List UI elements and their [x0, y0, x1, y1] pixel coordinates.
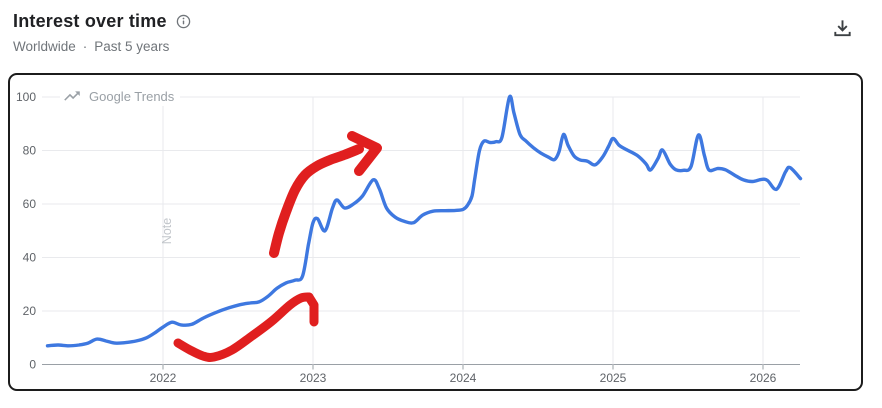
- subtitle-range: Past 5 years: [94, 39, 170, 54]
- note-label: Note: [160, 218, 174, 244]
- google-trends-watermark: Google Trends: [60, 86, 181, 106]
- y-axis-label: 20: [23, 304, 37, 318]
- x-axis-label: 2025: [600, 371, 627, 385]
- hand-drawn-arrow-high-head: [347, 131, 382, 176]
- chart-plot-area[interactable]: 0 20 40 60 80 100 2022 2023 2024 2025 2026 Note: [10, 75, 861, 389]
- hand-drawn-arrow-high: [269, 144, 364, 258]
- subtitle-separator: ·: [82, 39, 88, 54]
- chart-card: 0 20 40 60 80 100 2022 2023 2024 2025 2026 Note Goo…: [8, 73, 863, 391]
- watermark-label: Google Trends: [89, 88, 175, 104]
- header: Interest over time: [13, 11, 191, 32]
- hand-drawn-arrow-low-head: [304, 292, 319, 327]
- download-icon: [834, 20, 851, 37]
- x-axis-label: 2026: [750, 371, 777, 385]
- trending-up-icon: [64, 91, 80, 101]
- trend-line: [45, 94, 803, 348]
- hand-drawn-arrow-low: [173, 292, 314, 362]
- info-icon[interactable]: [176, 14, 191, 29]
- y-axis-label: 100: [16, 90, 36, 104]
- page-title: Interest over time: [13, 11, 167, 31]
- x-axis-label: 2023: [300, 371, 327, 385]
- subtitle-region: Worldwide: [13, 39, 76, 54]
- x-axis-label: 2022: [150, 371, 177, 385]
- y-axis-label: 40: [23, 251, 37, 265]
- info-circle-icon: [176, 14, 190, 29]
- download-button[interactable]: [829, 15, 856, 42]
- y-axis-label: 0: [29, 358, 36, 372]
- chart-subtitle: Worldwide · Past 5 years: [13, 39, 169, 54]
- y-axis-label: 80: [23, 144, 37, 158]
- x-axis-label: 2024: [450, 371, 477, 385]
- y-axis-label: 60: [23, 197, 37, 211]
